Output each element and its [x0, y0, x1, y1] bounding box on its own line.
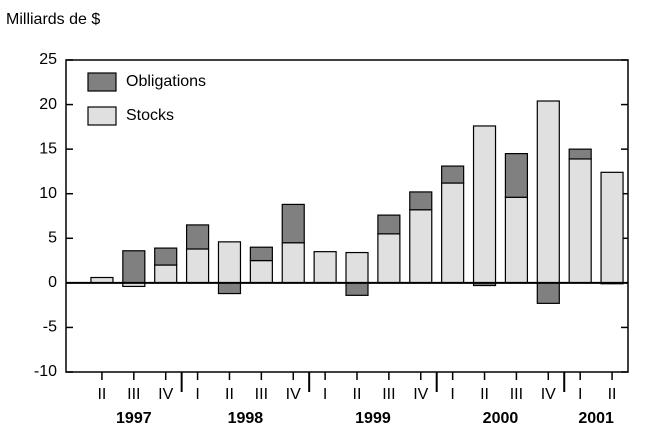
- y-unit-label: Milliards de $: [6, 11, 100, 28]
- x-tick-label: III: [510, 386, 523, 403]
- bar-segment: [345, 251, 369, 284]
- bar-segment: [122, 250, 146, 284]
- y-tick-label: 15: [39, 140, 57, 157]
- legend-label: Stocks: [126, 107, 174, 124]
- x-tick-label: I: [323, 386, 327, 403]
- bar-segment: [409, 191, 433, 211]
- x-tick-label: II: [608, 386, 617, 403]
- legend-swatch: [87, 72, 117, 92]
- y-tick-label: -10: [34, 363, 57, 380]
- bar-segment: [536, 100, 560, 284]
- legend-swatch: [87, 106, 117, 126]
- x-tick-label: II: [225, 386, 234, 403]
- x-group-label: 1998: [228, 410, 264, 427]
- bar-segment: [154, 247, 178, 266]
- bar-segment: [536, 282, 560, 304]
- y-tick-label: 25: [39, 51, 57, 68]
- x-tick-label: III: [382, 386, 395, 403]
- bar-segment: [377, 214, 401, 235]
- bar-segment: [568, 148, 592, 160]
- x-tick-label: I: [450, 386, 454, 403]
- x-group-label: 1999: [355, 410, 391, 427]
- x-tick-label: II: [353, 386, 362, 403]
- bar-segment: [441, 182, 465, 284]
- bar-segment: [281, 203, 305, 244]
- bar-segment: [313, 251, 337, 284]
- bar-segment: [409, 209, 433, 284]
- bar-segment: [281, 242, 305, 284]
- bar-segment: [600, 171, 624, 284]
- x-group-label: 2000: [483, 410, 519, 427]
- y-tick-label: 10: [39, 185, 57, 202]
- x-tick-label: I: [195, 386, 199, 403]
- bar-segment: [249, 259, 273, 284]
- x-tick-label: IV: [413, 386, 428, 403]
- bar-segment: [441, 165, 465, 184]
- bar-segment: [568, 158, 592, 284]
- bar-segment: [185, 248, 210, 284]
- bar-segment: [504, 153, 529, 198]
- bar-segment: [504, 196, 529, 284]
- y-tick-label: -5: [43, 319, 57, 336]
- x-tick-label: IV: [158, 386, 173, 403]
- x-tick-label: III: [127, 386, 140, 403]
- bar-segment: [217, 241, 242, 284]
- bar-segment: [217, 282, 242, 295]
- bar-segment: [377, 233, 401, 284]
- bar-segment: [185, 224, 210, 250]
- y-tick-label: 0: [48, 274, 57, 291]
- bar-segment: [154, 264, 178, 284]
- x-tick-label: I: [578, 386, 582, 403]
- x-tick-label: II: [97, 386, 106, 403]
- y-tick-label: 5: [48, 230, 57, 247]
- x-tick-label: IV: [286, 386, 301, 403]
- x-group-label: 2001: [578, 410, 614, 427]
- x-tick-label: III: [255, 386, 268, 403]
- bar-segment: [249, 246, 273, 262]
- legend-label: Obligations: [126, 73, 206, 90]
- plot-frame: [65, 59, 629, 373]
- x-tick-label: IV: [541, 386, 556, 403]
- x-tick-label: II: [480, 386, 489, 403]
- bar-segment: [345, 282, 369, 296]
- y-tick-label: 20: [39, 96, 57, 113]
- x-group-label: 1997: [116, 410, 152, 427]
- bar-segment: [472, 125, 497, 284]
